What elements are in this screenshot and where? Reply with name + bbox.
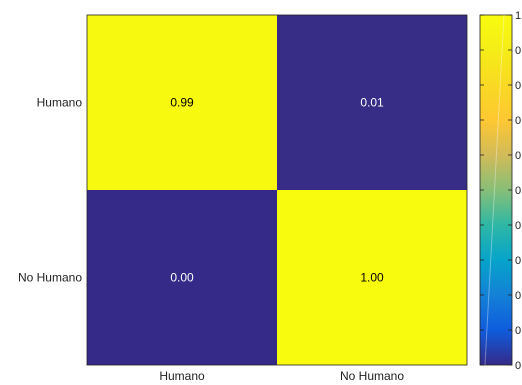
heatmap-cell <box>277 190 467 365</box>
colorbar-tick-label: 0 <box>515 115 521 127</box>
colorbar-tick-label: 0 <box>515 150 521 162</box>
colorbar-tick-label: 0 <box>515 220 521 232</box>
heatmap-cells: 0.99 0.01 0.00 1.00 <box>86 14 468 366</box>
colorbar-tick-label: 0 <box>515 45 521 57</box>
column-tick-label: No Humano <box>340 369 404 383</box>
column-tick-labels: Humano No Humano <box>159 369 404 383</box>
cell-value-label: 0.00 <box>170 271 194 285</box>
colorbar-highlight <box>484 14 505 366</box>
colorbar-tick-label: 0 <box>515 255 521 267</box>
colorbar-tick-label: 0 <box>515 185 521 197</box>
colorbar-tick-label: 0 <box>515 325 521 337</box>
heatmap-cell <box>87 190 277 365</box>
plot-border <box>86 14 468 366</box>
colorbar-tick-label: 1 <box>515 10 521 22</box>
heatmap-cell <box>277 15 467 190</box>
colorbar-tick-label: 0 <box>515 360 521 372</box>
row-tick-label: Humano <box>37 96 83 110</box>
row-tick-labels: Humano No Humano <box>18 96 82 285</box>
heatmap-cell <box>87 15 277 190</box>
row-tick-label: No Humano <box>18 271 82 285</box>
column-tick-label: Humano <box>159 369 205 383</box>
colorbar-tick-label: 0 <box>515 290 521 302</box>
cell-value-label: 1.00 <box>360 271 384 285</box>
cell-value-label: 0.01 <box>360 96 384 110</box>
cell-value-label: 0.99 <box>170 96 194 110</box>
colorbar: 0 0 0 0 0 0 0 0 0 0 1 <box>479 10 521 372</box>
colorbar-tick-label: 0 <box>515 80 521 92</box>
colorbar-gradient <box>479 14 513 366</box>
